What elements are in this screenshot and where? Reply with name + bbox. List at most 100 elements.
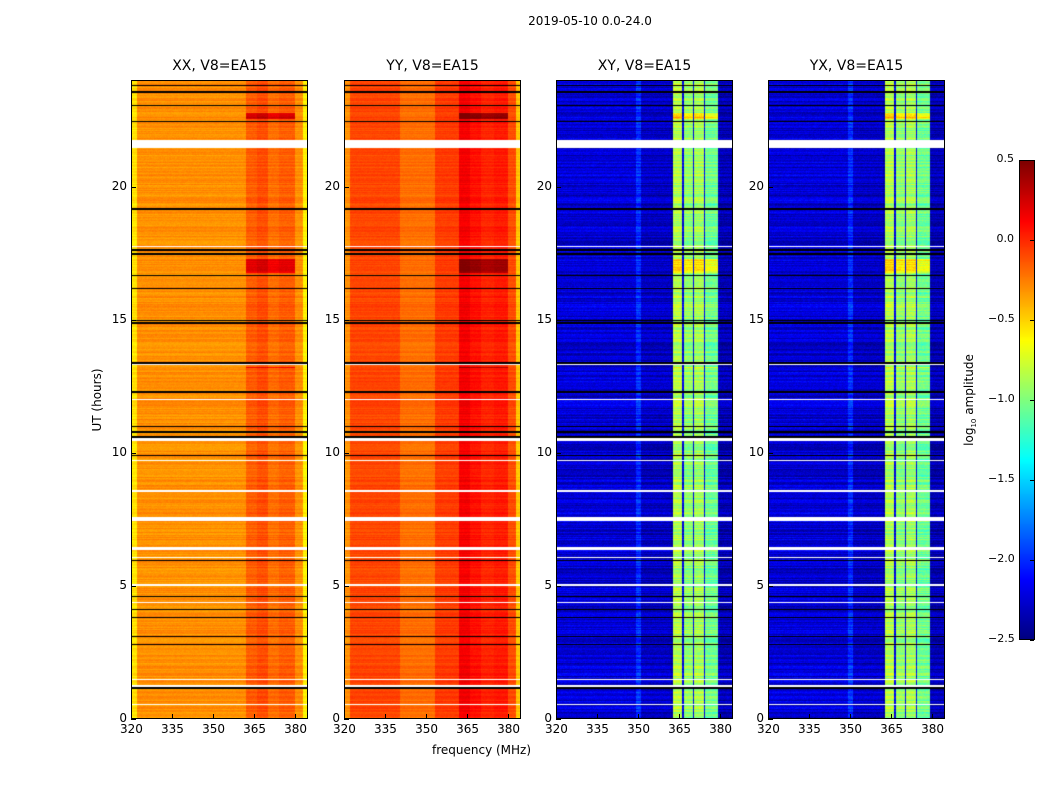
y-tick-label: 0 [119,711,127,725]
y-tick-label: 15 [324,311,340,326]
x-tick-mark [295,714,297,719]
panel-title: XX, V8=EA15 [172,58,267,74]
x-tick-label: 380 [497,722,521,736]
colorbar [1019,160,1035,640]
y-tick-label: 5 [332,577,340,592]
y-tick-label: 15 [748,311,764,326]
x-tick-mark [131,714,132,719]
heatmap-panel [344,80,521,719]
x-tick-label: 320 [333,722,356,736]
y-tick-mark [344,452,349,454]
y-tick-mark [344,585,349,587]
x-tick-label: 320 [545,722,568,736]
y-tick-mark [768,585,773,587]
y-tick-label: 15 [536,311,552,326]
figure-title: 2019-05-10 0.0-24.0 [528,14,652,28]
y-tick-label: 5 [544,577,552,592]
heatmap-image [345,81,520,718]
colorbar-tick-label: 0.0 [996,232,1015,245]
heatmap-panel [131,80,308,719]
y-tick-mark [556,186,561,188]
colorbar-tick-mark [1030,160,1034,161]
colorbar-tick-label: −1.5 [988,472,1015,485]
x-tick-label: 335 [586,722,609,736]
x-tick-mark [597,714,599,719]
x-tick-mark [172,714,174,719]
y-tick-label: 10 [324,444,340,459]
y-tick-mark [768,319,773,321]
colorbar-tick-label: −0.5 [988,312,1015,325]
y-tick-mark [768,719,773,720]
y-tick-label: 10 [536,444,552,459]
colorbar-label-sub: 10 [970,418,979,428]
panel-title: YX, V8=EA15 [809,58,904,74]
colorbar-gradient [1020,161,1034,639]
y-tick-mark [556,452,561,454]
y-tick-mark [131,319,136,321]
heatmap-image [132,81,307,718]
x-tick-label: 350 [627,722,650,736]
y-tick-label: 20 [536,178,552,193]
x-tick-mark [768,714,769,719]
y-tick-label: 0 [332,711,340,725]
colorbar-tick-label: −2.0 [988,552,1015,565]
y-tick-mark [131,585,136,587]
heatmap-image [557,81,732,718]
x-tick-mark [891,714,893,719]
x-tick-label: 365 [880,722,903,736]
y-tick-label: 20 [324,178,340,193]
colorbar-tick-mark [1030,640,1034,641]
colorbar-tick-label: −1.0 [988,392,1015,405]
x-tick-mark [556,714,557,719]
x-tick-label: 365 [243,722,266,736]
x-tick-mark [344,714,345,719]
y-tick-mark [344,319,349,321]
x-tick-mark [932,714,934,719]
y-tick-label: 10 [748,444,764,459]
colorbar-tick-mark [1030,480,1034,481]
y-tick-label: 20 [111,178,127,193]
y-tick-mark [131,719,136,720]
y-tick-mark [556,719,561,720]
colorbar-label-log: log [961,427,976,446]
y-tick-mark [556,585,561,587]
heatmap-image [769,81,944,718]
x-tick-mark [254,714,256,719]
y-tick-label: 0 [756,711,764,725]
y-tick-mark [344,186,349,188]
x-tick-mark [426,714,428,719]
x-tick-mark [720,714,722,719]
x-tick-mark [809,714,811,719]
heatmap-panel [768,80,945,719]
x-tick-label: 350 [415,722,438,736]
y-tick-mark [768,452,773,454]
y-tick-mark [556,319,561,321]
x-tick-label: 350 [202,722,225,736]
x-tick-mark [850,714,852,719]
x-tick-mark [467,714,469,719]
x-tick-label: 335 [798,722,821,736]
colorbar-label: log10 amplitude [962,354,978,446]
y-tick-mark [344,719,349,720]
x-tick-label: 320 [120,722,143,736]
x-tick-label: 320 [757,722,780,736]
x-tick-mark [213,714,215,719]
x-tick-label: 335 [374,722,397,736]
y-tick-label: 20 [748,178,764,193]
y-tick-label: 5 [756,577,764,592]
colorbar-tick-label: 0.5 [996,152,1015,165]
x-tick-mark [385,714,387,719]
y-tick-label: 5 [119,577,127,592]
panel-title: YY, V8=EA15 [386,58,479,74]
y-axis-label: UT (hours) [90,368,104,432]
x-tick-label: 335 [161,722,184,736]
colorbar-tick-mark [1030,240,1034,241]
y-tick-mark [131,452,136,454]
colorbar-label-rest: amplitude [961,354,976,419]
x-tick-label: 380 [284,722,308,736]
x-tick-label: 380 [709,722,733,736]
y-tick-label: 0 [544,711,552,725]
colorbar-tick-mark [1030,400,1034,401]
x-axis-label: frequency (MHz) [432,743,532,757]
y-tick-mark [768,186,773,188]
